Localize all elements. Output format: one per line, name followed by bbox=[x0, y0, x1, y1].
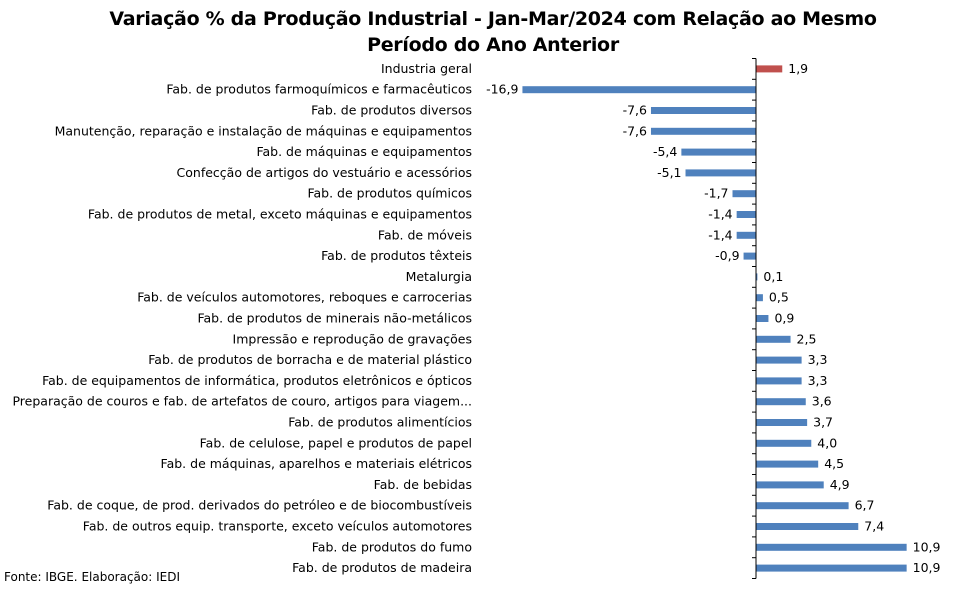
bar bbox=[756, 543, 907, 551]
bar bbox=[736, 211, 756, 218]
data-label: 10,9 bbox=[913, 539, 941, 554]
bar bbox=[756, 294, 763, 302]
category-label: Fab. de produtos do fumo bbox=[312, 539, 472, 554]
category-label: Fab. de produtos têxteis bbox=[321, 248, 472, 263]
category-label: Fab. de outros equip. transporte, exceto… bbox=[83, 519, 472, 534]
category-label: Impressão e reprodução de gravações bbox=[233, 331, 472, 346]
category-label: Industria geral bbox=[381, 61, 472, 76]
bar bbox=[685, 169, 756, 177]
category-label: Fab. de máquinas, aparelhos e materiais … bbox=[161, 456, 472, 471]
bar bbox=[732, 190, 756, 198]
data-label: -0,9 bbox=[715, 248, 739, 263]
category-label: Fab. de máquinas e equipamentos bbox=[256, 144, 472, 159]
bar bbox=[650, 127, 756, 135]
data-label: -16,9 bbox=[486, 82, 518, 97]
data-label: -7,6 bbox=[623, 103, 647, 118]
category-label: Fab. de produtos diversos bbox=[311, 103, 472, 118]
category-label: Fab. de produtos de metal, exceto máquin… bbox=[88, 207, 472, 222]
category-label: Fab. de móveis bbox=[378, 227, 472, 242]
bar bbox=[756, 315, 769, 322]
data-label: 3,7 bbox=[813, 415, 833, 430]
bar bbox=[756, 502, 849, 510]
data-label: -5,4 bbox=[653, 144, 677, 159]
data-label: -1,4 bbox=[708, 227, 732, 242]
bar bbox=[756, 273, 758, 281]
data-label: -5,1 bbox=[657, 165, 681, 180]
data-label: 7,4 bbox=[864, 519, 884, 534]
bar bbox=[756, 335, 791, 343]
category-label: Confecção de artigos do vestuário e aces… bbox=[177, 165, 472, 180]
category-label: Fab. de produtos de borracha e de materi… bbox=[148, 352, 472, 367]
category-label: Fab. de produtos farmoquímicos e farmacê… bbox=[166, 82, 472, 97]
bar bbox=[681, 148, 756, 156]
data-label: 10,9 bbox=[913, 560, 941, 575]
category-label: Metalurgia bbox=[406, 269, 472, 284]
chart-title-line-1: Variação % da Produção Industrial - Jan-… bbox=[109, 8, 877, 30]
bar bbox=[650, 107, 756, 114]
chart-title: Variação % da Produção Industrial - Jan-… bbox=[0, 6, 966, 58]
bar bbox=[743, 252, 756, 260]
data-label: 1,9 bbox=[788, 61, 808, 76]
category-label: Preparação de couros e fab. de artefatos… bbox=[12, 394, 472, 409]
source-note: Fonte: IBGE. Elaboração: IEDI bbox=[4, 570, 181, 584]
bar bbox=[756, 356, 802, 364]
category-label: Fab. de veículos automotores, reboques e… bbox=[137, 290, 472, 305]
bar bbox=[736, 231, 756, 239]
data-label: 4,9 bbox=[830, 477, 850, 492]
data-label: 2,5 bbox=[797, 331, 817, 346]
data-label: 3,3 bbox=[808, 352, 828, 367]
category-label: Fab. de produtos de minerais não-metálic… bbox=[197, 311, 472, 326]
category-label: Fab. de produtos alimentícios bbox=[288, 415, 472, 430]
data-label: 4,0 bbox=[817, 435, 837, 450]
bar bbox=[756, 439, 812, 447]
data-label: 3,6 bbox=[812, 394, 832, 409]
bar bbox=[756, 481, 824, 489]
category-label: Fab. de coque, de prod. derivados do pet… bbox=[47, 498, 472, 513]
bar bbox=[756, 460, 819, 468]
data-label: 3,3 bbox=[808, 373, 828, 388]
category-label: Fab. de produtos químicos bbox=[307, 186, 472, 201]
data-label: 4,5 bbox=[824, 456, 844, 471]
category-label: Fab. de produtos de madeira bbox=[292, 560, 472, 575]
bar bbox=[756, 398, 806, 406]
category-label: Fab. de bebidas bbox=[374, 477, 472, 492]
data-label: -7,6 bbox=[623, 123, 647, 138]
category-label: Fab. de equipamentos de informática, pro… bbox=[42, 373, 472, 388]
bar bbox=[756, 377, 802, 385]
data-label: 0,5 bbox=[769, 290, 789, 305]
data-label: -1,4 bbox=[708, 207, 732, 222]
bar bbox=[756, 419, 808, 426]
data-label: 0,1 bbox=[763, 269, 783, 284]
bar bbox=[756, 65, 783, 73]
bar bbox=[522, 86, 756, 94]
bar bbox=[756, 523, 859, 530]
bar bbox=[756, 564, 907, 572]
category-label: Fab. de celulose, papel e produtos de pa… bbox=[200, 435, 472, 450]
chart-title-line-2: Período do Ano Anterior bbox=[367, 34, 619, 56]
category-label: Manutenção, reparação e instalação de má… bbox=[55, 123, 472, 138]
data-label: -1,7 bbox=[704, 186, 728, 201]
data-label: 0,9 bbox=[774, 311, 794, 326]
data-label: 6,7 bbox=[855, 498, 875, 513]
